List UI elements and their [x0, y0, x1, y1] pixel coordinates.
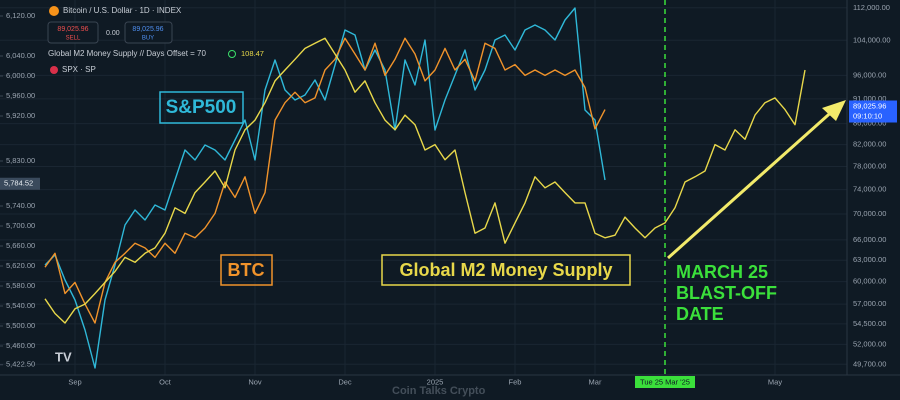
- x-tick-label: Oct: [159, 377, 172, 386]
- grid: [0, 0, 847, 375]
- y2-tick-label: 66,000.00: [853, 235, 886, 244]
- y-tick-label: 5,920.00: [6, 111, 35, 120]
- btc-annotation: BTC: [228, 260, 265, 280]
- y2-tick-label: 96,000.00: [853, 70, 886, 79]
- watermark: Coin Talks Crypto: [392, 385, 486, 397]
- x-tick-label: May: [768, 377, 782, 386]
- y-tick-label: 5,740.00: [6, 201, 35, 210]
- symbol-title: Bitcoin / U.S. Dollar · 1D · INDEX: [63, 6, 182, 15]
- btc-annotation-box: [220, 254, 273, 286]
- y-tick-label: 5,660.00: [6, 241, 35, 250]
- m2-status-icon: [228, 50, 236, 58]
- x-tick-label: Mar: [589, 377, 602, 386]
- event-annotation-line: MARCH 25: [676, 262, 768, 282]
- y2-tick-label: 86,000.00: [853, 119, 886, 128]
- buy-price: 89,025.96: [132, 26, 163, 33]
- series-line: [44, 37, 806, 324]
- btc-icon: [49, 6, 59, 16]
- m2-last-value: 108.47: [241, 49, 264, 58]
- series-line: [44, 7, 606, 369]
- y2-tick-label: 54,500.00: [853, 319, 886, 328]
- event-annotation-line: DATE: [676, 304, 724, 324]
- spx-annotation: S&P500: [166, 97, 237, 118]
- plot: [44, 7, 806, 369]
- y2-tick-label: 104,000.00: [853, 35, 891, 44]
- m2-legend: Global M2 Money Supply // Days Offset = …: [48, 49, 206, 58]
- y2-tick-label: 82,000.00: [853, 140, 886, 149]
- last-price-label: 5,784.52: [4, 179, 33, 188]
- y2-tick-label: 74,000.00: [853, 185, 886, 194]
- x-tick-label: Feb: [509, 377, 522, 386]
- y-tick-label: 5,620.00: [6, 261, 35, 270]
- arrow-head: [822, 100, 846, 121]
- y2-tick-label: 63,000.00: [853, 255, 886, 264]
- y2-tick-label: 70,000.00: [853, 209, 886, 218]
- y-tick-label: 5,460.00: [6, 341, 35, 350]
- logo: TV: [55, 349, 72, 364]
- y2-tick-label: 112,000.00: [853, 3, 890, 12]
- y2-tick-label: 49,700.00: [853, 359, 886, 368]
- y-tick-label: 5,830.00: [6, 156, 35, 165]
- y2-tick-label: 57,000.00: [853, 299, 886, 308]
- y2-tick-label: 91,000.00: [853, 94, 886, 103]
- spx-annotation-box: [159, 91, 244, 124]
- y-tick-label: 5,700.00: [6, 221, 35, 230]
- x-tick-label: Tue 25 Mar '25: [640, 377, 690, 386]
- y-tick-label: 5,500.00: [6, 321, 35, 330]
- arrow-shaft: [667, 106, 837, 260]
- x-tick-label: 2025: [427, 377, 444, 386]
- y-tick-label: 5,960.00: [6, 91, 35, 100]
- y-tick-label: 6,000.00: [6, 71, 35, 80]
- y2-tick-label: 78,000.00: [853, 161, 886, 170]
- series-line: [44, 37, 606, 324]
- spx-legend: SPX · SP: [62, 65, 96, 74]
- y2-tick-label: 52,000.00: [853, 339, 886, 348]
- x-tick-label: Sep: [68, 377, 81, 386]
- last-price-badge: [0, 177, 40, 190]
- y-tick-label: 5,580.00: [6, 281, 35, 290]
- sell-price: 89,025.96: [57, 26, 88, 33]
- spx-icon: [50, 66, 58, 74]
- event-annotation-line: BLAST-OFF: [676, 283, 777, 303]
- last-price-badge: [849, 100, 897, 123]
- event-date-badge: [635, 376, 695, 388]
- sell-label: SELL: [66, 36, 81, 42]
- buy-label: BUY: [142, 36, 154, 42]
- y2-tick-label: 60,000.00: [853, 277, 886, 286]
- countdown-label: 09:10:10: [853, 111, 882, 120]
- y-tick-label: 6,120.00: [6, 11, 35, 20]
- x-tick-label: Dec: [338, 377, 352, 386]
- y-tick-label: 5,540.00: [6, 301, 35, 310]
- buy-button[interactable]: [124, 21, 173, 44]
- last-price-label: 89,025.96: [853, 101, 886, 110]
- x-tick-label: Nov: [248, 377, 262, 386]
- sell-button[interactable]: [47, 21, 99, 44]
- spread: 0.00: [106, 30, 120, 37]
- m2-annotation-box: [381, 254, 631, 286]
- y-tick-label: 6,040.00: [6, 51, 35, 60]
- axis-overlays: 112,000.00 104,000.00 96,000.00 91,000.00 86…: [0, 3, 897, 388]
- y-tick-label: 5,422.50: [6, 360, 35, 369]
- m2-annotation: Global M2 Money Supply: [399, 260, 612, 280]
